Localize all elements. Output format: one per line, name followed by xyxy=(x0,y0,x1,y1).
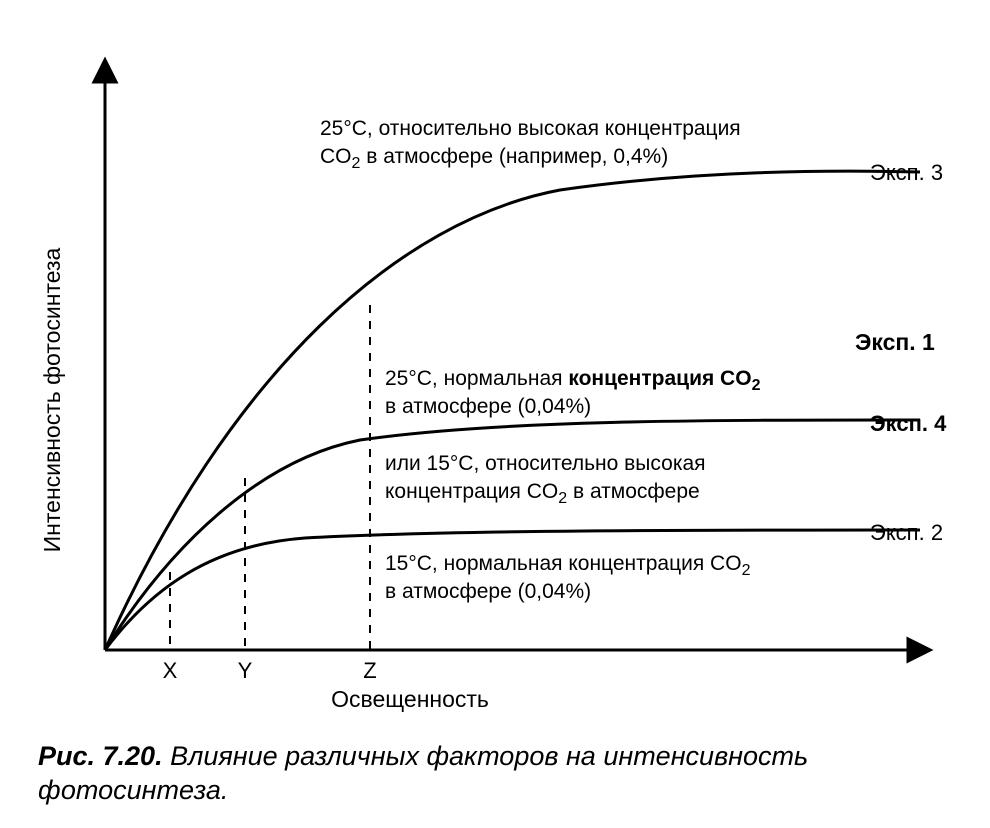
exp2-label: Эксп. 2 xyxy=(870,520,943,545)
exp1-label: Эксп. 1 xyxy=(855,329,935,355)
tick-z: Z xyxy=(363,658,376,683)
curve2-label-line2: в атмосфере (0,04%) xyxy=(385,580,591,603)
curve14-label-line1: 25°C, нормальная концентрация CO2 xyxy=(385,367,761,394)
exp4-label: Эксп. 4 xyxy=(870,411,947,436)
caption-prefix: Рис. 7.20. xyxy=(38,741,163,771)
figure-caption: Рис. 7.20. Влияние различных факторов на… xyxy=(38,740,958,808)
x-axis-label: Освещенность xyxy=(331,686,489,712)
photosynthesis-chart: Интенсивность фотосинтеза Освещенность X… xyxy=(0,0,990,720)
or-label-line1: или 15°C, относительно высокая xyxy=(385,452,706,475)
y-axis-label: Интенсивность фотосинтеза xyxy=(39,247,65,552)
curve2-label-line1: 15°C, нормальная концентрация CO2 xyxy=(385,552,751,579)
tick-x: X xyxy=(163,658,178,683)
curve3-label-line1: 25°C, относительно высокая концентрация xyxy=(320,117,741,140)
exp3-label: Эксп. 3 xyxy=(870,160,943,185)
or-label-line2: концентрация CO2 в атмосфере xyxy=(385,480,700,507)
curve3-label-line2: CO2 в атмосфере (например, 0,4%) xyxy=(320,145,668,172)
curve14-label-line2: в атмосфере (0,04%) xyxy=(385,395,591,418)
tick-y: Y xyxy=(238,658,253,683)
